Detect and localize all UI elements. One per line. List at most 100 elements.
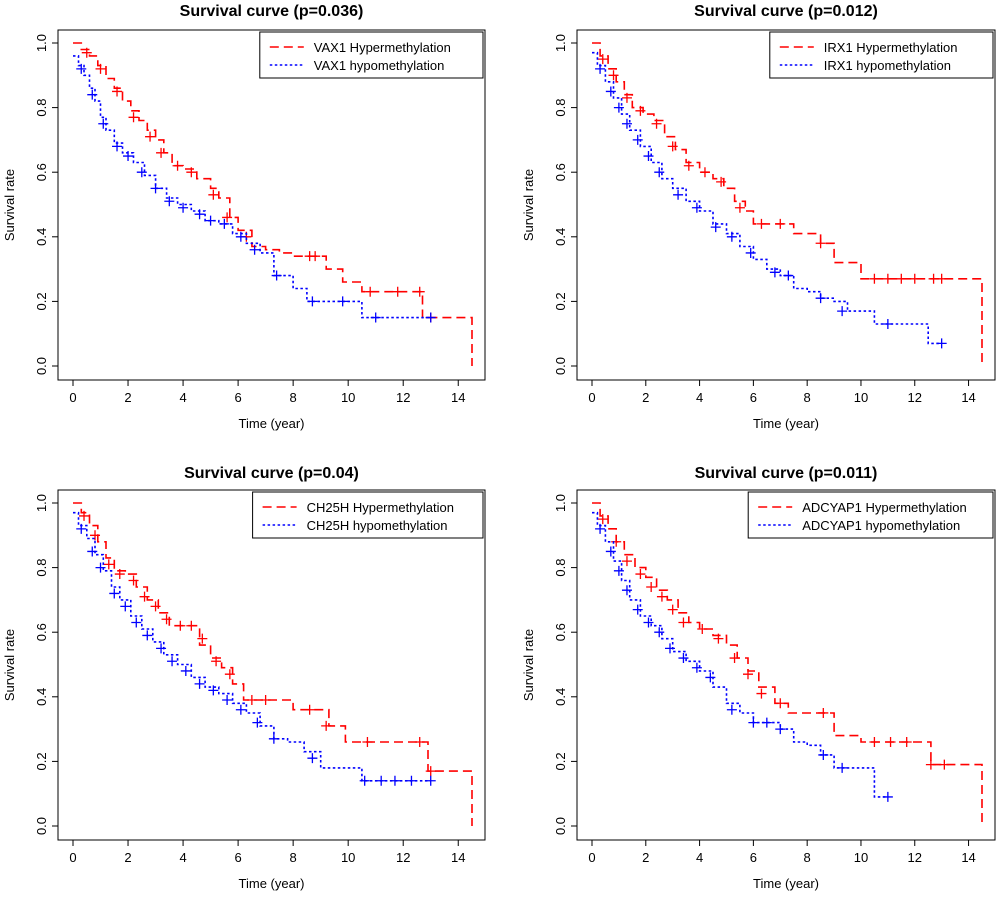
y-tick-label: 0.6 [553,623,568,641]
legend-box [252,491,484,539]
legend-label: ADCYAP1 Hypermethylation [802,500,967,515]
censor-mark [145,131,156,142]
x-tick-label: 2 [642,850,649,865]
censor-marks-hypo [76,63,436,323]
censor-mark [621,92,632,103]
censor-mark [222,212,233,223]
censor-mark [837,762,848,773]
censor-mark [389,775,400,786]
censor-mark [392,286,403,297]
censor-mark [815,238,826,249]
censor-mark [103,559,114,570]
chart-title: Survival curve (p=0.012) [694,3,878,20]
y-tick-label: 0.4 [34,688,49,706]
censor-mark [167,656,178,667]
censor-marks-hyper [597,514,950,770]
y-tick-label: 0.4 [553,688,568,706]
censor-mark [882,273,893,284]
censor-mark [95,562,106,573]
censor-mark [246,695,257,706]
legend: IRX1 Hypermethylation IRX1 hypomethylatio… [769,31,994,79]
x-tick-label: 14 [451,850,465,865]
censor-mark [697,623,708,634]
censor-marks-hypo [595,523,893,802]
y-tick-label: 0.2 [553,752,568,770]
y-axis-label: Survival rate [2,629,17,701]
censor-mark [180,665,191,676]
censor-mark [608,70,619,81]
censor-mark [654,167,665,178]
censor-mark [705,672,716,683]
censor-mark [224,669,235,680]
censor-mark [815,293,826,304]
censor-mark [775,698,786,709]
x-tick-label: 2 [642,390,649,405]
censor-mark [901,737,912,748]
series-line-hyper [73,42,473,366]
censor-mark [716,176,727,187]
censor-mark [222,695,233,706]
censor-mark [164,196,175,207]
censor-mark [761,717,772,728]
x-tick-label: 10 [341,850,355,865]
censor-mark [98,118,109,129]
chart-panel-3: Survival curve (p=0.04) 0 2 4 6 8 10 12 14 0.0 0.2… [2,465,486,891]
censor-mark [79,510,90,521]
chart-title: Survival curve (p=0.011) [695,465,878,482]
chart-title: Survival curve (p=0.036) [180,3,364,20]
censor-mark [271,270,282,281]
censor-mark [194,209,205,220]
censor-mark [621,118,632,129]
legend-label: IRX1 hypomethylation [824,58,951,73]
y-tick-label: 0.6 [553,163,568,181]
censor-mark [678,617,689,628]
legend-label: VAX1 hypomethylation [314,58,445,73]
censor-mark [882,319,893,330]
censor-mark [775,724,786,735]
x-tick-label: 4 [696,850,703,865]
x-tick-label: 0 [69,390,76,405]
censor-mark [595,63,606,74]
censor-mark [76,63,87,74]
plot-frame [57,489,486,841]
legend-box [259,31,484,79]
censor-mark [425,775,436,786]
plot-frame [576,29,996,381]
censor-mark [156,643,167,654]
censor-mark [635,569,646,580]
censor-mark [208,685,219,696]
censor-mark [252,717,263,728]
censor-mark [654,627,665,638]
censor-mark [365,286,376,297]
censor-mark [678,653,689,664]
censor-mark [595,523,606,534]
censor-mark [597,514,608,525]
censor-mark [307,296,318,307]
censor-mark [156,147,167,158]
y-tick-label: 0.8 [553,99,568,117]
censor-mark [896,273,907,284]
censor-mark [775,218,786,229]
censor-mark [651,118,662,129]
censor-mark [76,523,87,534]
censor-mark [632,604,643,615]
x-tick-label: 6 [750,390,757,405]
censor-mark [713,633,724,644]
censor-mark [268,733,279,744]
y-tick-label: 0.0 [34,817,49,835]
series-line-hypo [592,511,888,798]
censor-mark [710,222,721,233]
x-axis-label: Time (year) [753,876,819,891]
chart-panel-4: Survival curve (p=0.011) 0 2 4 6 8 10 12 14 0.0 0.… [521,465,996,891]
censor-mark [756,218,767,229]
censor-mark [414,737,425,748]
legend: CH25H Hypermethylation CH25H hypomethylat… [252,491,484,539]
x-tick-label: 8 [804,850,811,865]
censor-mark [186,167,197,178]
censor-mark [818,707,829,718]
censor-mark [909,273,920,284]
censor-mark [136,167,147,178]
censor-mark [81,47,92,58]
x-tick-label: 14 [961,850,975,865]
censor-mark [882,791,893,802]
